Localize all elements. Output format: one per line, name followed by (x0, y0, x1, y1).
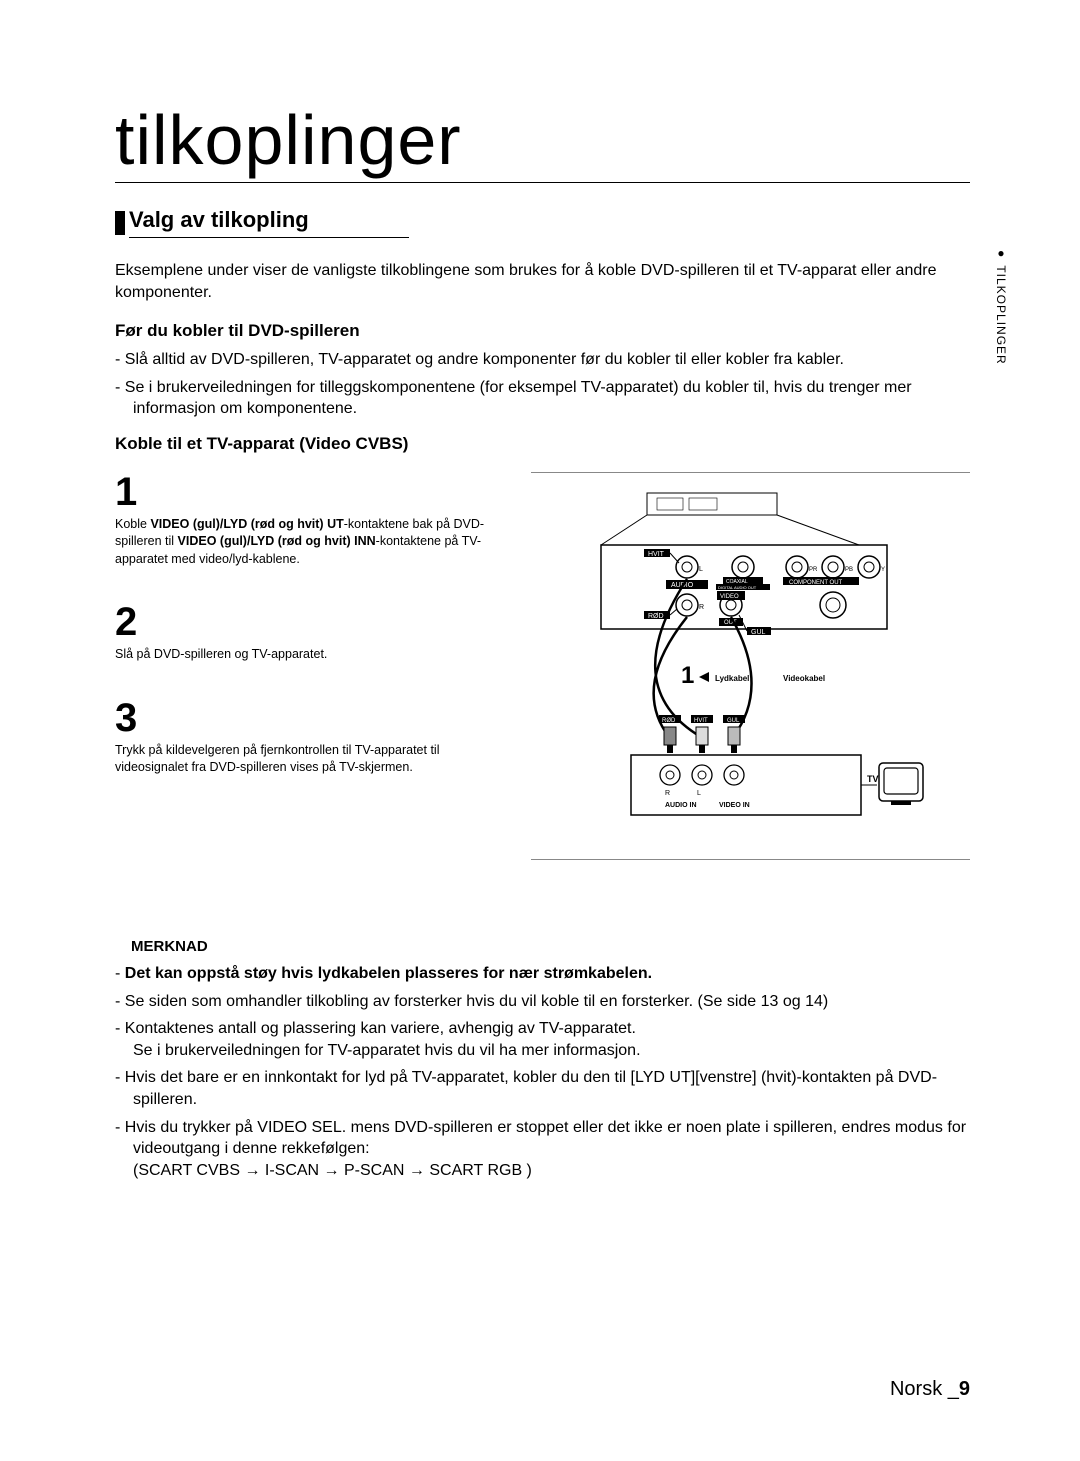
list-item: Hvis du trykker på VIDEO SEL. mens DVD-s… (115, 1117, 970, 1182)
side-tab-label: TILKOPLINGER (994, 265, 1008, 364)
connection-diagram: L R AUDIO VIDEO OUT COAXIAL (531, 472, 970, 860)
svg-text:Lydkabel: Lydkabel (715, 674, 749, 683)
svg-text:R: R (665, 790, 670, 797)
bullet-icon: ● (994, 246, 1008, 261)
step: 1Koble VIDEO (gul)/LYD (rød og hvit) UT-… (115, 472, 495, 569)
svg-text:HVIT: HVIT (694, 718, 708, 724)
before-connect-list: Slå alltid av DVD-spilleren, TV-apparate… (115, 349, 970, 420)
side-tab: ● TILKOPLINGER (994, 246, 1008, 365)
list-item: Hvis det bare er en innkontakt for lyd p… (115, 1067, 970, 1110)
svg-text:DIGITAL AUDIO OUT: DIGITAL AUDIO OUT (718, 585, 757, 590)
svg-text:VIDEO IN: VIDEO IN (719, 802, 750, 809)
page-title: tilkoplinger (115, 100, 970, 183)
step-number: 2 (115, 602, 495, 642)
list-item: Se i brukerveiledningen for tilleggskomp… (115, 377, 970, 420)
list-item: Se siden som omhandler tilkobling av for… (115, 991, 970, 1013)
subheading-before-connect: Før du kobler til DVD-spilleren (115, 321, 970, 341)
list-item: Slå alltid av DVD-spilleren, TV-apparate… (115, 349, 970, 371)
step-text: Koble VIDEO (gul)/LYD (rød og hvit) UT-k… (115, 516, 495, 569)
section-title: Valg av tilkopling (129, 207, 409, 238)
svg-text:Y: Y (881, 567, 885, 573)
step-number: 1 (115, 472, 495, 512)
note-list: Det kan oppstå støy hvis lydkabelen plas… (115, 963, 970, 1181)
svg-text:L: L (697, 790, 701, 797)
svg-text:L: L (699, 566, 703, 573)
svg-text:R: R (699, 604, 704, 611)
footer-page-number: 9 (959, 1378, 970, 1400)
svg-text:VIDEO: VIDEO (720, 594, 739, 600)
step-text: Slå på DVD-spilleren og TV-apparatet. (115, 646, 495, 664)
page-footer: Norsk _9 (890, 1378, 970, 1401)
heading-bar (115, 211, 125, 235)
svg-text:1: 1 (681, 662, 694, 689)
svg-text:AUDIO IN: AUDIO IN (665, 802, 697, 809)
subheading-connect-tv: Koble til et TV-apparat (Video CVBS) (115, 434, 970, 454)
step: 2 Slå på DVD-spilleren og TV-apparatet. (115, 602, 495, 664)
svg-text:RØD: RØD (662, 718, 676, 724)
svg-text:PB: PB (845, 567, 853, 573)
svg-text:Videokabel: Videokabel (783, 674, 825, 683)
note-block: MERKNAD Det kan oppstå støy hvis lydkabe… (115, 938, 970, 1181)
step-text: Trykk på kildevelgeren på fjernkontrolle… (115, 742, 495, 777)
section-heading: Valg av tilkopling (115, 207, 970, 238)
svg-text:PR: PR (809, 567, 818, 573)
svg-text:COMPONENT OUT: COMPONENT OUT (789, 580, 843, 586)
list-item: Det kan oppstå støy hvis lydkabelen plas… (115, 963, 970, 985)
svg-text:GUL: GUL (751, 629, 766, 636)
footer-language: Norsk _ (890, 1378, 959, 1400)
steps-column: 1Koble VIDEO (gul)/LYD (rød og hvit) UT-… (115, 472, 495, 860)
svg-text:GUL: GUL (727, 718, 740, 724)
step: 3 Trykk på kildevelgeren på fjernkontroll… (115, 698, 495, 777)
note-label: MERKNAD (131, 938, 970, 955)
step-number: 3 (115, 698, 495, 738)
svg-text:TV: TV (867, 774, 879, 784)
svg-text:RØD: RØD (648, 613, 664, 620)
svg-text:HVIT: HVIT (648, 551, 665, 558)
intro-text: Eksemplene under viser de vanligste tilk… (115, 260, 970, 303)
list-item: Kontaktenes antall og plassering kan var… (115, 1018, 970, 1061)
